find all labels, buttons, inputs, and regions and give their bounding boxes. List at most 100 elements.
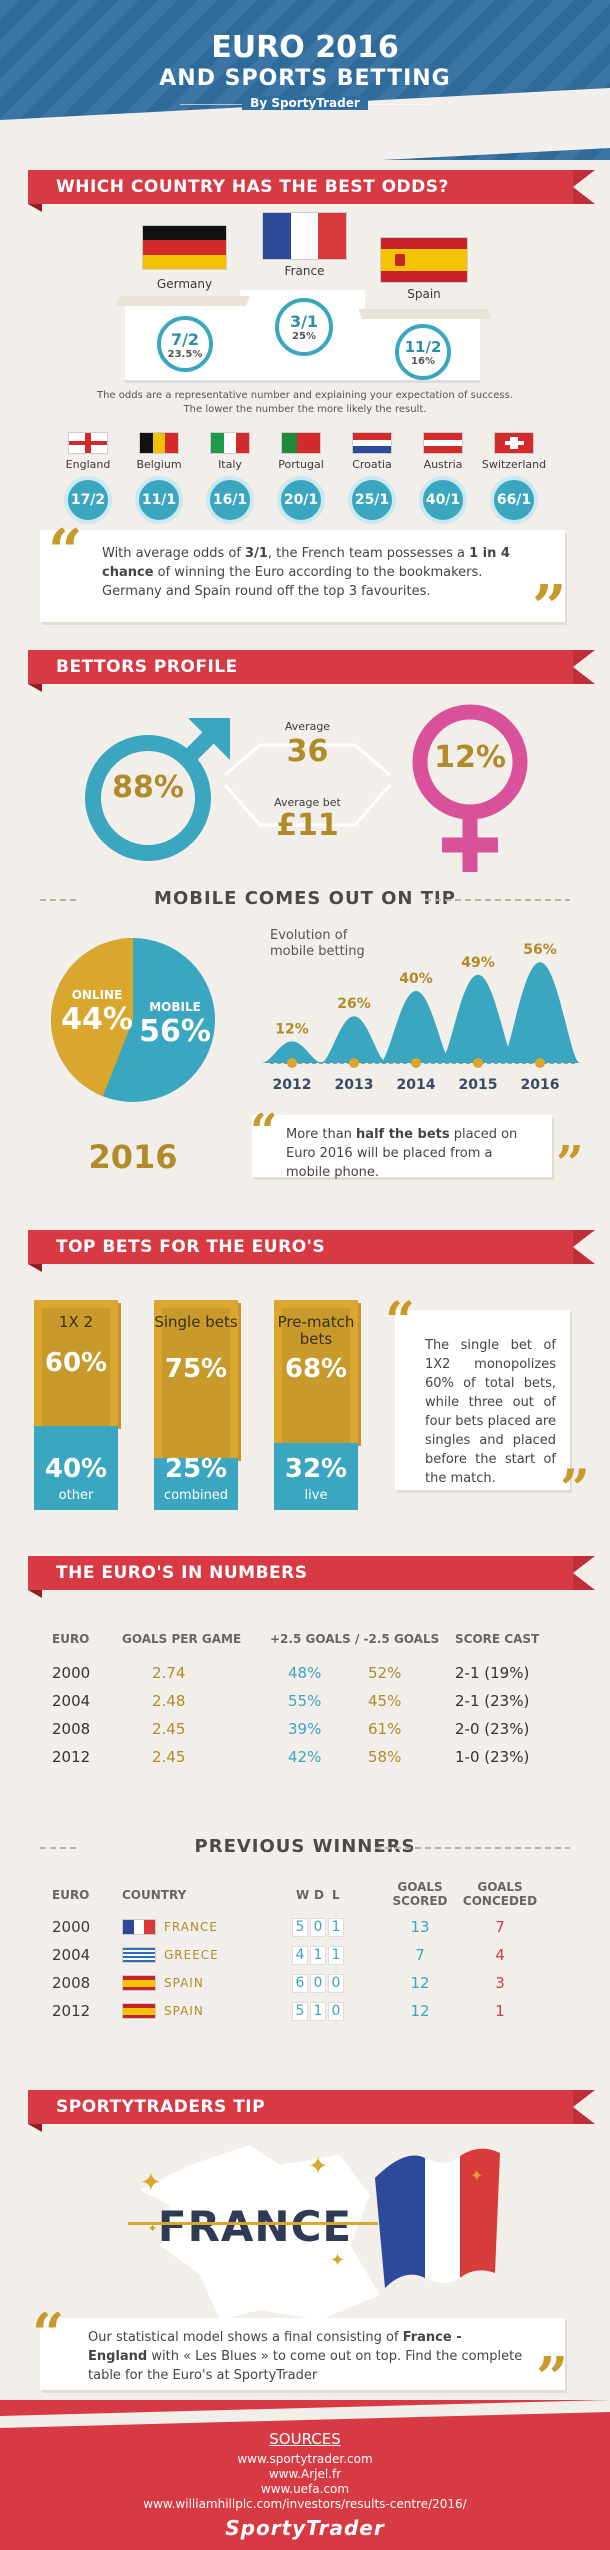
- bar-top-pct: 60%: [44, 1348, 108, 1378]
- odds-quote-b: 3/1: [245, 546, 268, 561]
- odds-circle-france: 3/1 25%: [275, 298, 333, 356]
- cell-scored: 12: [410, 1974, 430, 1992]
- topbets-quote-text: The single bet of 1X2 monopolizes 60% of…: [425, 1338, 556, 1486]
- odds-quote-a: With average odds of: [102, 546, 246, 561]
- tip-country: FRANCE: [157, 2202, 353, 2251]
- age-value: 36: [286, 734, 329, 769]
- flag-spain: [122, 1975, 156, 1991]
- close-quote-icon: ”: [560, 1459, 590, 1520]
- bettors-connectors: [223, 743, 392, 827]
- odds-value: 17/2: [70, 492, 106, 508]
- header-title: EURO 2016: [211, 30, 399, 65]
- cell-conceded: 4: [495, 1946, 505, 1964]
- source-link[interactable]: www.Arjel.fr: [268, 2467, 342, 2481]
- cell-under: 58%: [368, 1748, 402, 1766]
- source-link[interactable]: www.uefa.com: [260, 2482, 350, 2496]
- mobile-evolution-chart: 12% 2012 26% 2013 40% 2014 49% 2015 56% 2016: [261, 942, 580, 1093]
- cell-conceded: 1: [495, 2002, 505, 2020]
- flag-france: [262, 212, 347, 260]
- cell-euro: 2004: [52, 1692, 91, 1710]
- year-marker: [411, 1058, 421, 1068]
- sparkle-icon: ✦: [148, 2222, 158, 2235]
- odds-circle: 16/1: [206, 476, 254, 524]
- bar-top-label: Pre-match bets: [277, 1313, 355, 1348]
- tip-country-underline: [128, 2222, 378, 2225]
- source-link[interactable]: www.williamhillplc.com/investors/results…: [143, 2497, 467, 2511]
- bar-top-label: 1X 2: [58, 1313, 94, 1331]
- odds-circle: 17/2: [64, 476, 112, 524]
- cell-over: 55%: [288, 1692, 322, 1710]
- cell-d: 1: [310, 1946, 326, 1965]
- cell-w: 5: [292, 2002, 308, 2021]
- data-label: 56%: [523, 942, 557, 958]
- flag-belgium: [139, 432, 179, 454]
- byline-text: By SportyTrader: [242, 96, 368, 110]
- odds-circle: 40/1: [419, 476, 467, 524]
- sparkle-icon: ✦: [470, 2166, 484, 2185]
- winners-table: EURO COUNTRY W D L GOALS SCORED GOALS CO…: [0, 1870, 610, 2050]
- chart-peak-2012: [261, 1041, 323, 1063]
- winners-header-country: COUNTRY: [122, 1888, 187, 1902]
- bar-bottom-label: combined: [163, 1488, 229, 1503]
- banner-bettors: BETTORS PROFILE: [28, 650, 595, 692]
- odds-value: 40/1: [425, 492, 461, 508]
- bar-bottom-label: other: [58, 1488, 94, 1503]
- odds-circle-spain: 11/2 16%: [395, 324, 451, 380]
- cell-d: 0: [310, 1974, 326, 1993]
- odds-circle-germany: 7/2 23.5%: [157, 316, 213, 372]
- cell-w: 5: [292, 1918, 308, 1937]
- chart-peak-2014: [379, 991, 453, 1063]
- source-link[interactable]: www.sportytrader.com: [237, 2452, 373, 2466]
- sparkle-icon: ✦: [308, 2152, 329, 2180]
- sparkle-icon: ✦: [330, 2250, 346, 2271]
- numbers-table: EURO GOALS PER GAME +2.5 GOALS / -2.5 GO…: [0, 1620, 610, 1800]
- odds-circle: 20/1: [277, 476, 325, 524]
- section-winners-title: PREVIOUS WINNERS: [0, 1836, 610, 1857]
- cell-score: 2-1 (23%): [455, 1692, 530, 1710]
- cell-euro: 2008: [52, 1974, 91, 1992]
- tip-quote-box: Our statistical model shows a final cons…: [40, 2318, 565, 2390]
- close-quote-icon: ”: [556, 1136, 584, 1192]
- sportytrader-logo: SportyTrader: [225, 2516, 385, 2540]
- flag-germany: [142, 225, 227, 270]
- mobile-quote-b: half the bets: [356, 1127, 450, 1142]
- cell-d: 1: [310, 2002, 326, 2021]
- male-pct: 88%: [112, 770, 184, 805]
- topbets-quote-box: The single bet of 1X2 monopolizes 60% of…: [395, 1310, 570, 1490]
- flag-switzerland: [494, 432, 534, 454]
- banner-tip-text: SPORTYTRADERS TIP: [56, 2097, 266, 2117]
- flag-spain: [380, 237, 468, 283]
- open-quote-icon: “: [250, 1104, 278, 1160]
- odds-value: 25/1: [354, 492, 390, 508]
- flag-croatia: [352, 432, 392, 454]
- cell-gpg: 2.74: [152, 1664, 186, 1682]
- odds-circle: 66/1: [490, 476, 538, 524]
- year-marker: [349, 1058, 359, 1068]
- footer-sources: SOURCES www.sportytrader.com www.Arjel.f…: [0, 2400, 610, 2550]
- cell-d: 0: [310, 1918, 326, 1937]
- mobile-title-text: MOBILE COMES OUT ON TIP: [154, 888, 456, 909]
- odds-value: 16/1: [212, 492, 248, 508]
- tip-quote-c: with « Les Blues » to come out on top. F…: [88, 2349, 523, 2383]
- numbers-header-score: SCORE CAST: [455, 1632, 540, 1646]
- banner-best-odds-text: WHICH COUNTRY HAS THE BEST ODDS?: [56, 177, 449, 197]
- flag-austria: [423, 432, 463, 454]
- numbers-header-goals: +2.5 GOALS / -2.5 GOALS: [270, 1632, 440, 1646]
- header-subtitle: AND SPORTS BETTING: [159, 66, 451, 91]
- cell-euro: 2004: [52, 1946, 91, 1964]
- header: EURO 2016 AND SPORTS BETTING By SportyTr…: [0, 0, 610, 160]
- bar-bottom: [34, 1426, 118, 1510]
- cell-scored: 12: [410, 2002, 430, 2020]
- cell-under: 45%: [368, 1692, 402, 1710]
- age-label: Average: [284, 720, 331, 733]
- odds-note-1: The odds are a representative number and…: [97, 390, 513, 401]
- cell-country: FRANCE: [164, 1920, 218, 1934]
- chart-peak-2013: [320, 1016, 388, 1063]
- close-quote-icon: ”: [536, 2345, 569, 2411]
- cell-under: 61%: [368, 1720, 402, 1738]
- bar-top-label: Single bets: [154, 1313, 238, 1331]
- odds-quote-d: 1 in 4 chance: [102, 546, 510, 580]
- mobile-quote-c: placed on Euro 2016 will be placed from …: [286, 1127, 518, 1180]
- country-name: Portugal: [278, 458, 324, 471]
- cell-over: 42%: [288, 1748, 322, 1766]
